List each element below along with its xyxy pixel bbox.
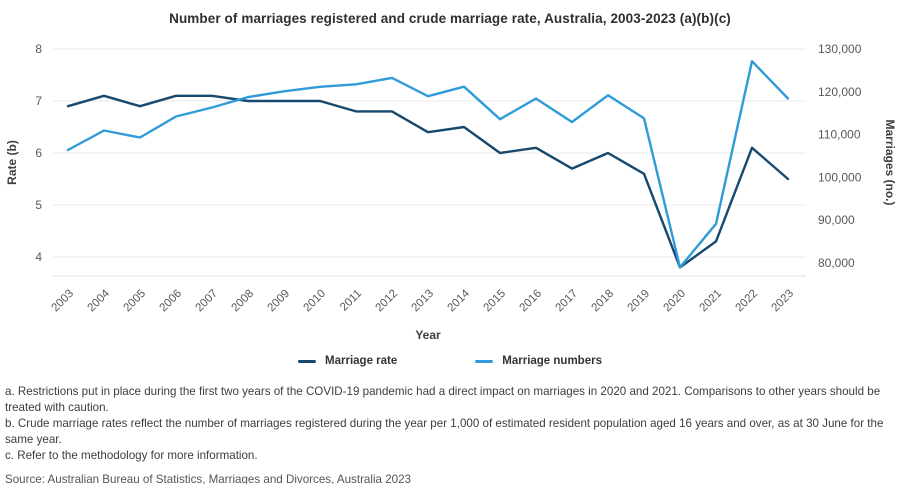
x-axis-tick-label: 2018 [590, 288, 617, 315]
left-axis-tick-label: 4 [35, 250, 42, 264]
x-axis-tick-label: 2015 [482, 288, 509, 315]
x-axis-tick-label: 2012 [374, 288, 401, 315]
footnote-a: a. Restrictions put in place during the … [5, 385, 881, 414]
source-attribution: Source: Australian Bureau of Statistics,… [5, 472, 411, 484]
marriage-chart: 8 7 6 5 4 130,000 120,000 110,000 100,000 90,000 8… [5, 42, 897, 342]
x-axis-tick-label: 2005 [122, 288, 149, 315]
marriage-numbers-line-swatch-icon [475, 359, 494, 363]
footnote-b: b. Crude marriage rates reflect the numb… [5, 416, 884, 446]
marriage-rate-line-swatch-icon [298, 359, 317, 363]
legend-item-marriage-numbers[interactable]: Marriage numbers [475, 355, 602, 367]
chart-container: 8 7 6 5 4 130,000 120,000 110,000 100,000 90,000 8… [0, 36, 900, 353]
left-axis-tick-label: 5 [35, 198, 42, 212]
x-axis-tick-label: 2021 [698, 288, 725, 315]
series-line-marriage-rate [66, 94, 790, 269]
x-axis-tick-label: 2013 [410, 288, 437, 315]
right-axis-tick-label: 80,000 [818, 256, 855, 270]
legend-label: Marriage rate [325, 355, 398, 367]
chart-title: Number of marriages registered and crude… [169, 11, 731, 26]
x-axis-tick-label: 2017 [554, 288, 581, 315]
x-axis-tick-label: 2004 [86, 287, 113, 314]
x-axis-title: Year [415, 328, 441, 342]
left-axis-title: Rate (b) [5, 140, 19, 185]
x-axis-tick-label: 2014 [446, 287, 473, 314]
x-axis-tick-label: 2003 [50, 288, 77, 315]
x-axis-tick-label: 2007 [194, 288, 221, 315]
right-axis-title: Marriages (no.) [883, 119, 897, 205]
chart-legend: Marriage rate Marriage numbers [0, 355, 900, 367]
page: Number of marriages registered and crude… [0, 11, 900, 484]
x-axis-tick-label: 2020 [662, 288, 689, 315]
x-axis-tick-label: 2010 [302, 288, 329, 315]
left-axis-tick-label: 6 [35, 146, 42, 160]
footnotes-block: a. Restrictions put in place during the … [5, 384, 892, 464]
x-axis-tick-label: 2016 [518, 288, 545, 315]
legend-item-marriage-rate[interactable]: Marriage rate [298, 355, 397, 367]
x-axis-tick-label: 2006 [158, 288, 185, 315]
x-axis-tick-label: 2008 [230, 288, 257, 315]
right-axis-tick-label: 110,000 [818, 128, 861, 142]
left-axis-tick-label: 8 [35, 42, 42, 56]
right-axis-tick-label: 100,000 [818, 170, 862, 184]
right-axis-tick-label: 90,000 [818, 213, 855, 227]
right-axis-tick-label: 120,000 [818, 85, 862, 99]
x-axis-tick-label: 2011 [338, 288, 364, 314]
x-axis-tick-label: 2019 [626, 288, 653, 315]
legend-label: Marriage numbers [502, 355, 602, 367]
left-axis-tick-label: 7 [35, 94, 42, 108]
x-axis-tick-label: 2009 [266, 288, 293, 315]
x-axis-tick-label: 2023 [770, 288, 797, 315]
footnote-c: c. Refer to the methodology for more inf… [5, 448, 258, 462]
x-axis-tick-label: 2022 [734, 288, 761, 315]
right-axis-tick-label: 130,000 [818, 42, 862, 56]
series-line-marriage-numbers [66, 60, 790, 269]
